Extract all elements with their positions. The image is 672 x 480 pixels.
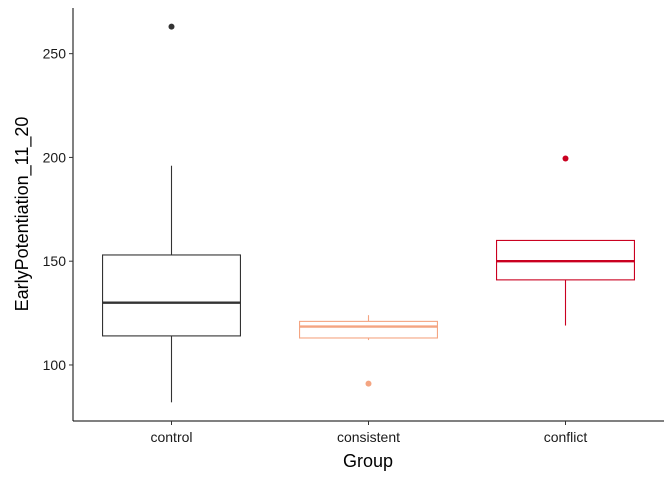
x-tick-label-conflict: conflict: [544, 429, 588, 445]
x-axis-title: Group: [343, 451, 393, 471]
y-tick-label: 200: [43, 149, 67, 165]
plot-marks: [102, 23, 635, 403]
y-ticks: 100 150 200 250: [43, 46, 73, 373]
box-iqr: [298, 320, 438, 339]
y-tick-label: 150: [43, 253, 67, 269]
box-iqr: [102, 254, 241, 337]
y-tick-label: 100: [43, 357, 67, 373]
outlier-point: [365, 380, 372, 387]
x-ticks: control consistent conflict: [150, 421, 587, 445]
box-group-consistent: [298, 315, 438, 387]
x-tick-label-consistent: consistent: [337, 429, 400, 445]
x-tick-label-control: control: [150, 429, 192, 445]
outlier-point: [562, 155, 569, 162]
outlier-point: [168, 23, 175, 30]
y-tick-label: 250: [43, 46, 67, 62]
y-axis-title: EarlyPotentiation_11_20: [12, 117, 33, 312]
axes: [72, 8, 664, 422]
box-group-control: [102, 23, 241, 403]
box-group-conflict: [495, 155, 635, 326]
